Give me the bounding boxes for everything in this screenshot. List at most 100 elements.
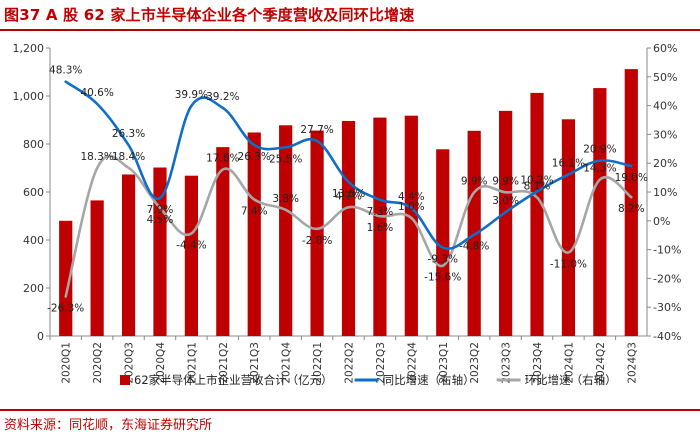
right-tick-label: 20% [653, 157, 677, 170]
x-tick-label: 2020Q4 [155, 342, 167, 384]
qoq-data-label: -26.3% [47, 303, 84, 315]
left-tick-label: 1,200 [13, 42, 45, 55]
yoy-data-label: 39.2% [206, 91, 239, 103]
qoq-data-label: -11.0% [550, 258, 587, 270]
right-tick-label: 10% [653, 186, 677, 199]
qoq-data-label: 8.1% [524, 180, 551, 192]
bar [530, 92, 544, 336]
qoq-data-label: -2.8% [302, 235, 332, 247]
yoy-data-label: 3.0% [492, 195, 519, 207]
right-tick-label: 0% [653, 215, 670, 228]
qoq-data-label: 18.3% [80, 151, 113, 163]
right-tick-label: 40% [653, 100, 677, 113]
bar [184, 175, 198, 336]
yoy-data-label: 39.9% [175, 89, 208, 101]
right-tick-label: -20% [653, 272, 681, 285]
bar [247, 132, 261, 336]
x-tick-label: 2024Q2 [595, 342, 607, 384]
qoq-data-label: 17.8% [206, 153, 239, 165]
right-tick-label: 30% [653, 128, 677, 141]
qoq-growth-line [64, 154, 633, 298]
qoq-data-label: 4.7% [335, 190, 362, 202]
qoq-data-label: -4.4% [176, 239, 206, 251]
bar [624, 69, 638, 336]
x-tick-label: 2024Q3 [626, 342, 638, 384]
bar [90, 200, 104, 336]
qoq-data-label: 1.6% [367, 222, 394, 234]
bar [310, 130, 324, 336]
yoy-data-label: 7.9% [147, 204, 174, 216]
x-tick-label: 2023Q3 [501, 342, 513, 384]
left-tick-label: 1,000 [13, 90, 45, 103]
legend-swatch-bar [120, 375, 130, 385]
yoy-data-label: 26.3% [238, 151, 271, 163]
x-tick-label: 2020Q1 [61, 342, 73, 384]
yoy-data-label: 13.5% [332, 188, 365, 200]
yoy-data-label: 40.6% [80, 87, 113, 99]
x-tick-label: 2020Q2 [92, 342, 104, 384]
yoy-data-label: 7.3% [367, 206, 394, 218]
yoy-data-label: 10.2% [520, 174, 553, 186]
legend-label: 环比增速（右轴） [525, 373, 617, 387]
bar [561, 119, 576, 336]
right-tick-label: -30% [653, 301, 681, 314]
x-tick-label: 2023Q4 [532, 342, 544, 384]
chart-legend: 62家半导体上市企业营收合计（亿元） 同比增速（右轴） 环比增速（右轴） [120, 373, 617, 387]
x-tick-label: 2022Q3 [375, 342, 387, 384]
qoq-data-label: 3.8% [272, 193, 299, 205]
x-tick-label: 2022Q4 [406, 342, 418, 384]
chart-canvas: 0 200 400 600 800 1,000 1,200 -40% -30% -20% -10% 0… [13, 42, 682, 387]
x-tick-label: 2024Q1 [563, 342, 575, 384]
yoy-data-label: 48.3% [49, 65, 82, 77]
qoq-data-label: 8.2% [618, 203, 645, 215]
right-tick-label: 50% [653, 71, 677, 84]
left-tick-label: 800 [23, 138, 44, 151]
x-tick-label: 2021Q3 [249, 342, 261, 384]
right-tick-label: 60% [653, 42, 677, 55]
right-tick-label: -40% [653, 330, 681, 343]
bar [121, 174, 136, 336]
figure-title: 图37 A 股 62 家上市半导体企业各个季度营收及同环比增速 [4, 6, 415, 24]
yoy-data-label: 4.4% [398, 191, 425, 203]
left-tick-label: 400 [23, 234, 44, 247]
qoq-data-label: 18.4% [112, 151, 145, 163]
yoy-data-label: 20.9% [583, 144, 616, 156]
left-tick-label: 600 [23, 186, 44, 199]
yoy-data-label: -4.8% [459, 241, 489, 253]
title-divider [0, 29, 700, 31]
bar [279, 125, 293, 336]
x-tick-label: 2023Q2 [469, 342, 481, 384]
x-tick-label: 2020Q3 [124, 342, 136, 384]
x-tick-label: 2023Q1 [438, 342, 450, 384]
qoq-data-label: -15.6% [424, 272, 461, 284]
source-divider [0, 409, 700, 411]
qoq-data-label: 9.9% [461, 175, 488, 187]
x-tick-label: 2021Q1 [186, 342, 198, 384]
bar [373, 117, 387, 336]
qoq-data-label: 9.9% [492, 175, 519, 187]
qoq-data-label: 4.5% [147, 214, 174, 226]
x-tick-label: 2021Q2 [218, 342, 230, 384]
yoy-data-label: 16.1% [552, 157, 585, 169]
yoy-data-label: 25.5% [269, 153, 302, 165]
qoq-data-label: 14.3% [583, 163, 616, 175]
right-tick-label: -10% [653, 244, 681, 257]
source-note: 资料来源：同花顺，东海证券研究所 [4, 418, 213, 433]
bar [341, 120, 356, 337]
left-tick-label: 200 [23, 282, 44, 295]
bar [593, 88, 607, 336]
line-series [64, 80, 633, 298]
qoq-data-label: 7.4% [241, 205, 268, 217]
bar [59, 220, 73, 336]
yoy-data-label: -9.3% [428, 254, 458, 266]
bar-series [59, 69, 638, 337]
bar [216, 147, 230, 336]
x-tick-label: 2022Q2 [344, 342, 356, 384]
x-tick-label: 2021Q4 [281, 342, 293, 384]
yoy-data-label: 26.3% [112, 128, 145, 140]
yoy-data-label: 19.0% [615, 172, 648, 184]
yoy-data-label: 27.7% [300, 124, 333, 136]
yoy-growth-line [64, 80, 633, 250]
left-tick-label: 0 [37, 330, 44, 343]
chart-axes: 0 200 400 600 800 1,000 1,200 -40% -30% -20% -10% 0… [13, 42, 682, 384]
